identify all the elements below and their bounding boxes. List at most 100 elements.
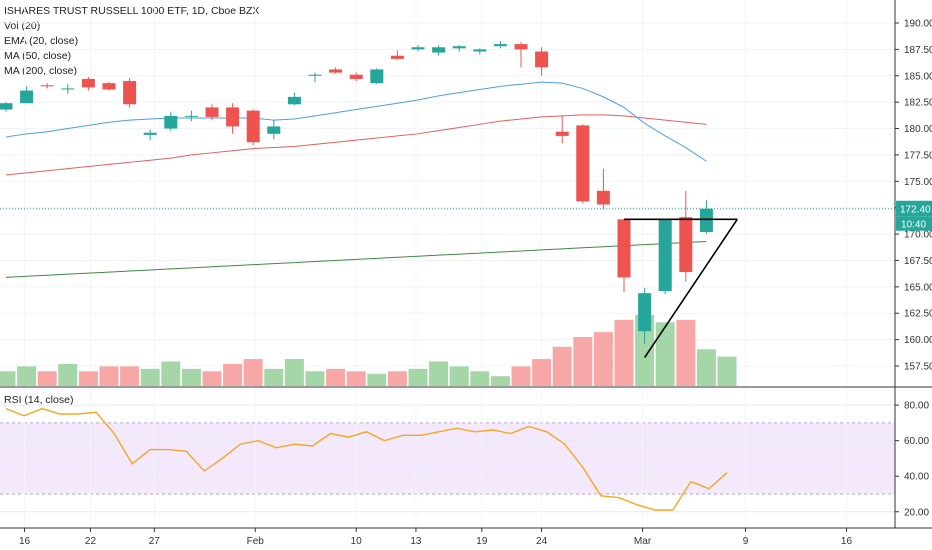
candle-body: [658, 219, 672, 292]
volume-bar: [573, 337, 593, 386]
ma200-line: [5, 240, 707, 278]
time-tick-label: 16: [19, 536, 31, 547]
time-tick-label: 9: [743, 536, 749, 547]
volume-bar: [140, 368, 160, 386]
volume-bar: [511, 366, 531, 386]
volume-bar: [78, 371, 98, 386]
volume-bar: [99, 366, 119, 386]
candle: [390, 50, 404, 60]
candle-body: [699, 208, 713, 232]
chart-title: ISHARES TRUST RUSSELL 1000 ETF, 1D, Cboe…: [4, 5, 260, 17]
candle-body: [40, 85, 54, 87]
volume-bar: [243, 359, 263, 386]
candle: [267, 120, 281, 140]
volume-bar: [17, 366, 37, 386]
rsi-tick-label: 60.00: [904, 436, 929, 447]
rsi-tick-label: 20.00: [904, 507, 929, 518]
volume-bar: [326, 368, 346, 386]
price-tick-label: 160.00: [904, 335, 932, 346]
candle-body: [329, 69, 343, 73]
candle: [617, 219, 631, 293]
candle: [205, 104, 219, 121]
candle-body: [123, 81, 137, 105]
candle-body: [432, 47, 446, 53]
time-tick-label: 16: [841, 536, 853, 547]
candle: [493, 40, 507, 49]
candle: [432, 45, 446, 56]
legend-ma50: MA (50, close): [4, 50, 72, 62]
candle: [679, 190, 693, 282]
candle-body: [452, 46, 466, 49]
candle-body: [102, 83, 116, 90]
volume-bar: [346, 371, 366, 386]
last-price-badge: [896, 200, 932, 217]
candle: [164, 111, 178, 131]
candle: [555, 115, 569, 144]
candle-body: [287, 96, 301, 105]
volume-bar: [717, 356, 737, 386]
last-price-label: 172.40: [900, 205, 931, 216]
candle-body: [164, 115, 178, 129]
price-tick-label: 180.00: [904, 124, 932, 135]
candle: [184, 110, 198, 122]
rsi-tick-label: 80.00: [904, 401, 929, 412]
volume-bar: [305, 371, 325, 386]
volume-bar: [223, 363, 243, 386]
time-tick-label: 13: [410, 536, 422, 547]
price-tick-label: 190.00: [904, 19, 932, 30]
volume-bar: [470, 371, 490, 386]
candle: [123, 77, 137, 108]
candle: [40, 83, 54, 89]
candle-body: [390, 55, 404, 59]
candle-body: [535, 51, 549, 68]
volume-bar: [593, 332, 613, 386]
volume-bar: [696, 349, 716, 386]
price-tick-label: 167.50: [904, 256, 932, 267]
time-tick-label: Feb: [247, 536, 265, 547]
candle-body: [349, 74, 363, 79]
candle: [143, 129, 157, 141]
candle-body: [0, 103, 13, 110]
time-tick-label: 22: [85, 536, 97, 547]
rsi-tick-label: 40.00: [904, 472, 929, 483]
candle: [576, 124, 590, 204]
volume-bar: [635, 314, 655, 386]
price-tick-label: 177.50: [904, 150, 932, 161]
volume-bar: [0, 371, 16, 386]
price-tick-label: 170.00: [904, 230, 932, 241]
volume-bar: [408, 368, 428, 386]
price-tick-label: 185.00: [904, 71, 932, 82]
candle: [287, 92, 301, 106]
candle: [452, 45, 466, 52]
volume-bar: [490, 376, 510, 386]
price-tick-label: 157.50: [904, 362, 932, 373]
candle: [699, 200, 713, 235]
price-tick-label: 162.50: [904, 309, 932, 320]
candle-body: [411, 47, 425, 50]
candle-body: [267, 126, 281, 134]
volume-bar: [202, 371, 222, 386]
candle-body: [61, 88, 75, 90]
candle: [514, 41, 528, 68]
rsi-line: [5, 407, 728, 511]
candle: [20, 86, 34, 104]
candle: [596, 168, 610, 210]
price-tick-label: 175.00: [904, 177, 932, 188]
candle: [329, 67, 343, 74]
candle-body: [370, 69, 384, 84]
candle-body: [514, 44, 528, 50]
volume-bar: [161, 361, 181, 386]
trendline: [643, 218, 738, 359]
candle-body: [555, 131, 569, 136]
candle: [226, 103, 240, 134]
volume-bar: [449, 366, 469, 386]
ma50-line: [5, 114, 707, 176]
volume-bar: [37, 371, 57, 386]
volume-bar: [429, 361, 449, 386]
candle-body: [226, 107, 240, 127]
legend-ma200: MA (200, close): [4, 65, 77, 77]
candle: [370, 68, 384, 85]
candle-body: [679, 217, 693, 273]
time-tick-label: 19: [476, 536, 488, 547]
